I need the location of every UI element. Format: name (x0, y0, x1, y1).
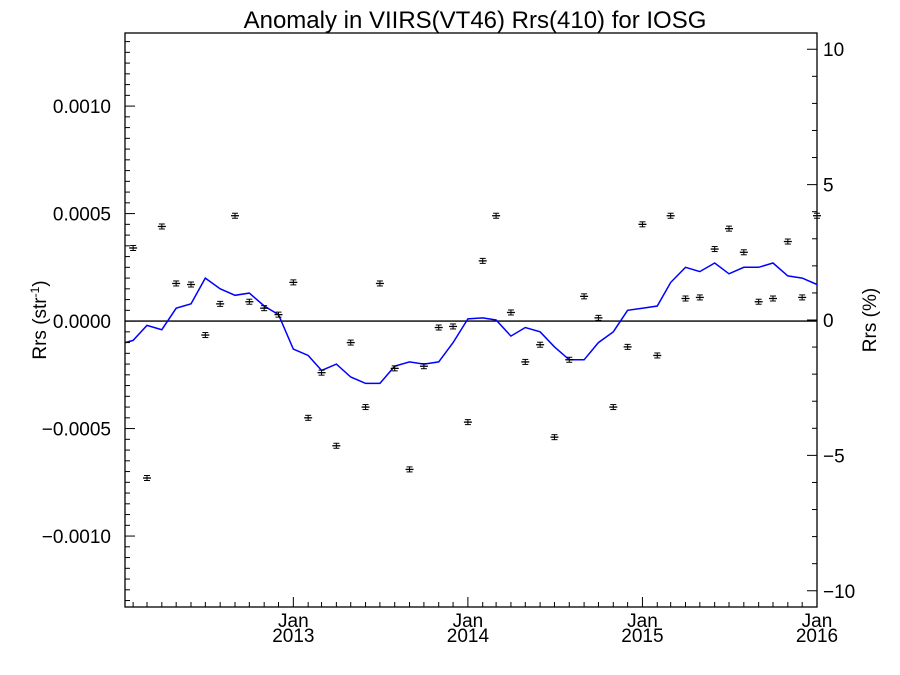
y-axis-label-left-main: Rrs (str (30, 297, 51, 360)
data-point (245, 298, 254, 305)
data-point (157, 223, 166, 230)
x-tick-label-month: Jan (802, 611, 833, 632)
data-point (419, 363, 428, 370)
data-point (361, 404, 370, 411)
data-point (695, 294, 704, 301)
y-axis-label-left: Rrs (str-1) (28, 280, 51, 359)
data-point (463, 419, 472, 426)
data-point (492, 212, 501, 219)
data-point (521, 358, 530, 365)
data-point (739, 249, 748, 256)
x-tick-label-month: Jan (278, 611, 309, 632)
data-point (550, 434, 559, 441)
data-point (725, 225, 734, 232)
y-right-tick-label: 5 (823, 176, 834, 197)
data-point (375, 280, 384, 287)
y-axis-label-left-sup: -1 (28, 286, 42, 297)
data-point (594, 314, 603, 321)
data-point (798, 294, 807, 301)
axes (124, 32, 818, 608)
data-point (609, 404, 618, 411)
x-tick-label-year: 2015 (621, 626, 663, 647)
data-point (506, 309, 515, 316)
y-left-tick-label: 0.0010 (53, 97, 111, 118)
data-point (783, 238, 792, 245)
smoothed-series-line (124, 262, 818, 385)
x-tick-label-year: 2014 (447, 626, 490, 647)
data-point (405, 466, 414, 473)
data-point (754, 298, 763, 305)
data-point (638, 221, 647, 228)
y-left-tick-label: 0.0005 (53, 205, 111, 226)
data-point (580, 293, 589, 300)
data-point (536, 341, 545, 348)
data-point (172, 280, 181, 287)
x-tick-label-year: 2016 (796, 626, 838, 647)
y-left-tick-label: 0.0000 (53, 312, 111, 333)
data-point (478, 257, 487, 264)
y-axis-label-right: Rrs (%) (860, 288, 881, 352)
ticks-layer: 0.0010 0.0005 0.0000 −0.0005 −0.0010 10 5 0 −5 −1… (42, 40, 855, 647)
y-right-tick-label: −10 (823, 582, 855, 603)
data-point (769, 295, 778, 302)
data-point (260, 305, 269, 312)
data-point (129, 244, 138, 251)
data-point (332, 442, 341, 449)
chart-title: Anomaly in VIIRS(VT46) Rrs(410) for IOSG (244, 7, 707, 34)
data-point (623, 343, 632, 350)
y-left-tick-label: −0.0005 (42, 420, 111, 441)
data-point (216, 300, 225, 307)
data-point (710, 246, 719, 253)
plot-frame (124, 32, 818, 608)
x-tick-label-year: 2013 (272, 626, 314, 647)
data-point (274, 311, 283, 318)
x-tick-label-month: Jan (627, 611, 658, 632)
y-right-tick-label: 0 (823, 311, 834, 332)
data-point (317, 369, 326, 376)
data-point (346, 339, 355, 346)
data-point (681, 295, 690, 302)
y-axis-label-left-close: ) (30, 280, 51, 286)
data-point (289, 279, 298, 286)
points-layer (129, 212, 821, 482)
data-point (304, 414, 313, 421)
data-point (201, 332, 210, 339)
data-point (565, 356, 574, 363)
y-right-tick-label: 10 (823, 40, 844, 61)
data-point (390, 365, 399, 372)
data-point (449, 323, 458, 330)
data-point (434, 324, 443, 331)
data-point (186, 281, 195, 288)
y-left-tick-label: −0.0010 (42, 527, 111, 548)
data-point (813, 212, 821, 219)
data-point (653, 352, 662, 359)
data-point (142, 475, 151, 482)
x-tick-label-month: Jan (453, 611, 484, 632)
y-right-tick-label: −5 (823, 446, 845, 467)
data-point (230, 212, 239, 219)
smoothed-line-layer (124, 262, 818, 385)
data-point (666, 212, 675, 219)
